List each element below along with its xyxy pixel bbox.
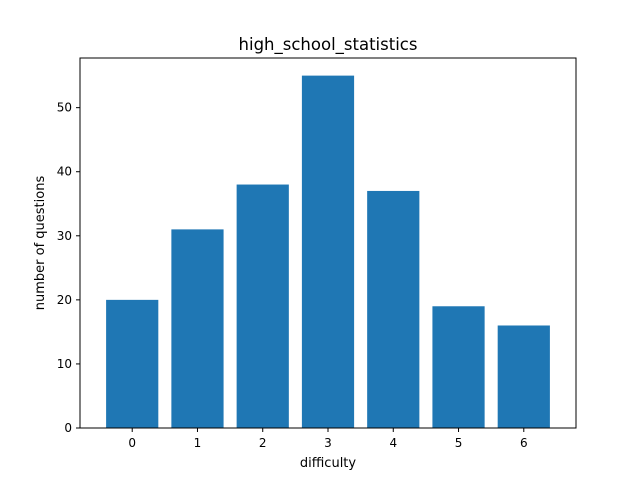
chart-title: high_school_statistics	[239, 35, 418, 55]
x-tick-label: 3	[324, 436, 332, 450]
y-tick-label: 0	[64, 421, 72, 435]
x-tick-label: 0	[128, 436, 136, 450]
bars-layer	[106, 75, 550, 428]
x-tick-label: 1	[194, 436, 202, 450]
y-tick-label: 20	[57, 293, 72, 307]
x-tick-label: 5	[455, 436, 463, 450]
bar-difficulty-2	[236, 184, 289, 428]
y-ticks-layer: 0 10 20 30 40 50	[57, 101, 80, 435]
x-ticks-layer: 0 1 2 3 4 5 6	[128, 428, 528, 450]
bar-difficulty-4	[367, 190, 420, 428]
x-tick-label: 6	[520, 436, 528, 450]
bar-difficulty-3	[301, 75, 355, 428]
bar-difficulty-6	[497, 325, 550, 428]
bar-difficulty-0	[106, 299, 159, 428]
x-tick-label: 2	[259, 436, 267, 450]
bar-difficulty-1	[171, 229, 224, 428]
y-tick-label: 30	[57, 229, 72, 243]
y-tick-label: 40	[57, 165, 72, 179]
plot-frame	[79, 57, 577, 429]
x-axis-label: difficulty	[300, 456, 357, 471]
bar-difficulty-5	[432, 306, 485, 428]
x-tick-label: 4	[389, 436, 397, 450]
y-tick-label: 50	[57, 101, 72, 115]
y-tick-label: 10	[57, 357, 72, 371]
y-axis-label: number of questions	[33, 176, 48, 311]
